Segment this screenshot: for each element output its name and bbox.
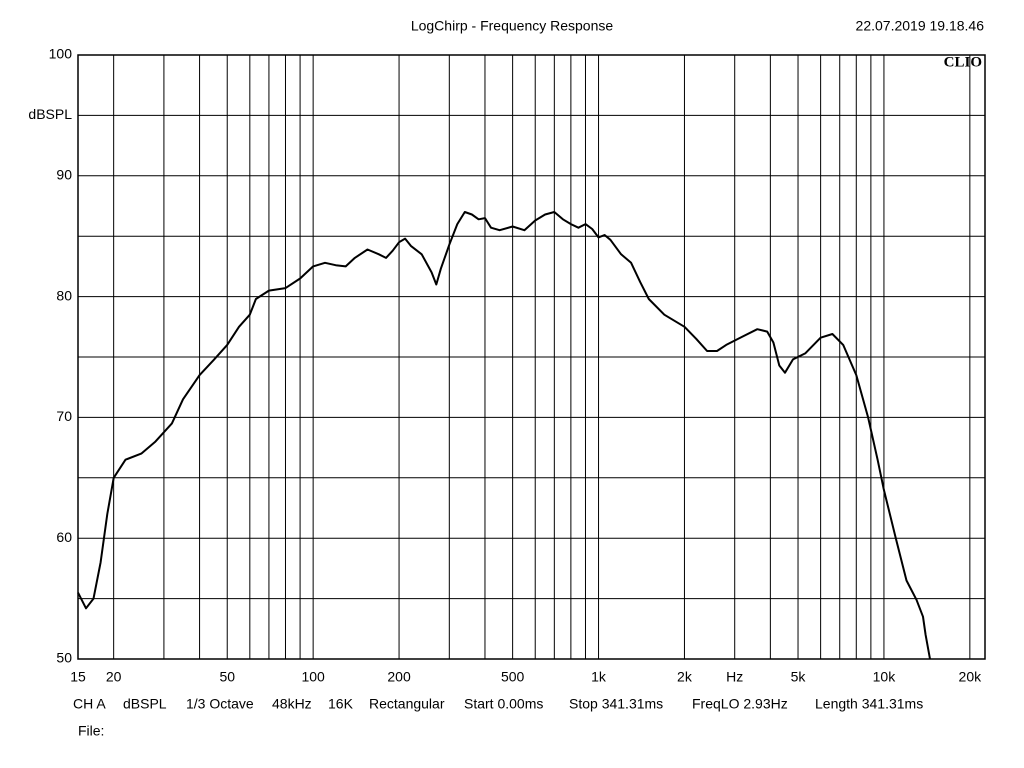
x-tick-label: 20	[106, 669, 122, 685]
y-tick-label: 90	[56, 167, 72, 183]
y-tick-label: 100	[49, 46, 73, 62]
timestamp: 22.07.2019 19.18.46	[856, 18, 985, 34]
setting: dBSPL	[123, 696, 167, 712]
y-tick-label: 60	[56, 529, 72, 545]
setting: Rectangular	[369, 696, 445, 712]
y-tick-label: 70	[56, 408, 72, 424]
setting: FreqLO 2.93Hz	[692, 696, 788, 712]
x-tick-label: 50	[219, 669, 235, 685]
x-tick-label: 2k	[677, 669, 693, 685]
y-tick-label: 80	[56, 287, 72, 303]
x-tick-label: Hz	[726, 669, 743, 685]
logo: CLIO	[944, 54, 982, 70]
setting: 16K	[328, 696, 354, 712]
file-label: File:	[78, 723, 104, 739]
plot-frame	[77, 54, 986, 660]
x-tick-label: 5k	[791, 669, 807, 685]
chart-title: LogChirp - Frequency Response	[411, 18, 614, 34]
setting: 1/3 Octave	[186, 696, 254, 712]
x-tick-label: 15	[70, 669, 86, 685]
x-tick-label: 10k	[873, 669, 897, 685]
setting: Stop 341.31ms	[569, 696, 663, 712]
y-tick-label: 50	[56, 650, 72, 666]
x-tick-label: 20k	[959, 669, 983, 685]
x-tick-label: 200	[387, 669, 411, 685]
response-curve	[77, 211, 931, 660]
setting: 48kHz	[272, 696, 312, 712]
x-tick-label: 100	[301, 669, 325, 685]
x-tick-label: 500	[501, 669, 525, 685]
setting: Length 341.31ms	[815, 696, 923, 712]
x-tick-label: 1k	[591, 669, 607, 685]
y-tick-label: dBSPL	[28, 106, 72, 122]
setting: CH A	[73, 696, 106, 712]
setting: Start 0.00ms	[464, 696, 543, 712]
